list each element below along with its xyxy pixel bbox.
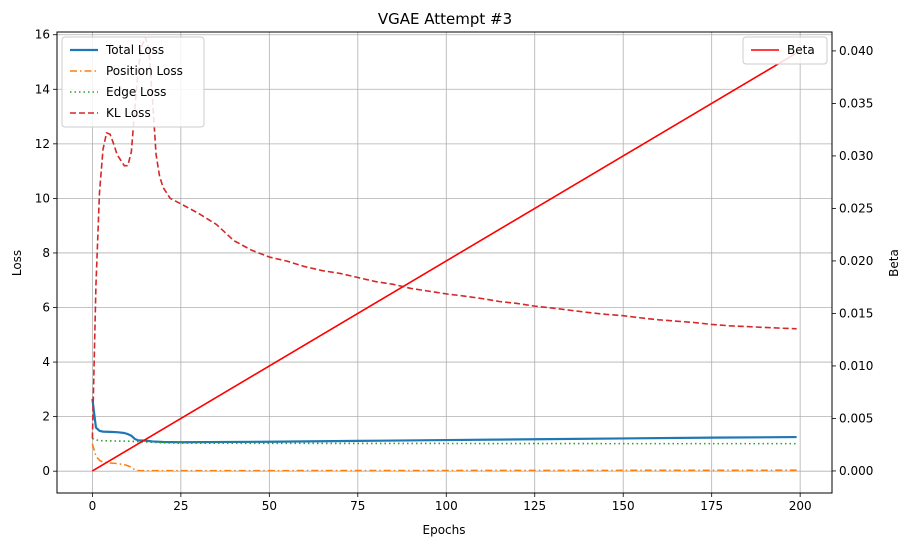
- y2-tick-label: 0.035: [839, 96, 873, 110]
- x-tick-label: 125: [523, 499, 546, 513]
- x-tick-label: 150: [612, 499, 635, 513]
- x-tick-label: 75: [350, 499, 365, 513]
- series-line-beta: [91, 52, 798, 472]
- y-axis-label: Loss: [10, 250, 24, 276]
- series-line-position-loss: [91, 443, 797, 472]
- y-tick-label: 14: [35, 82, 50, 96]
- y2-tick-label: 0.005: [839, 411, 873, 425]
- y-tick-label: 0: [42, 464, 50, 478]
- y2-axis-label: Beta: [887, 249, 901, 277]
- x-tick-label: 50: [262, 499, 277, 513]
- y-axis-left: 0 2 4 6 8 10 12 14 16: [35, 28, 57, 478]
- legend-box: [742, 36, 828, 65]
- series-layer: [91, 36, 798, 472]
- y-tick-label: 8: [42, 246, 50, 260]
- x-tick-label: 25: [173, 499, 188, 513]
- y2-tick-label: 0.030: [839, 149, 873, 163]
- series-line-edge-loss: [92, 437, 797, 445]
- x-axis-label: Epochs: [423, 523, 466, 537]
- legend-label: Position Loss: [106, 64, 183, 78]
- legend-box: [61, 36, 205, 128]
- x-tick-label: 175: [700, 499, 723, 513]
- chart-title: VGAE Attempt #3: [378, 10, 512, 28]
- y-tick-label: 16: [35, 28, 50, 42]
- y-tick-label: 12: [35, 137, 50, 151]
- x-tick-label: 0: [89, 499, 97, 513]
- y-tick-label: 6: [42, 301, 50, 315]
- plot-frame: [56, 31, 833, 494]
- legend-left: Total Loss Position Loss Edge Loss KL Loss: [61, 36, 205, 128]
- series-line-kl-loss: [91, 36, 797, 439]
- y2-tick-label: 0.025: [839, 201, 873, 215]
- legend-label: Total Loss: [105, 43, 164, 57]
- x-tick-label: 100: [435, 499, 458, 513]
- y2-tick-label: 0.010: [839, 359, 873, 373]
- y-tick-label: 2: [42, 410, 50, 424]
- y2-tick-label: 0.000: [839, 464, 873, 478]
- y-axis-right: 0.000 0.005 0.010 0.015 0.020 0.025 0.030 0.035…: [832, 44, 873, 478]
- x-axis: 0 25 50 75 100 125 150 175 200: [89, 493, 812, 513]
- legend-label: KL Loss: [106, 106, 151, 120]
- y-tick-label: 10: [35, 191, 50, 205]
- series-line-total-loss: [91, 398, 797, 444]
- x-tick-label: 200: [789, 499, 812, 513]
- legend-right: Beta: [742, 36, 828, 65]
- y2-tick-label: 0.020: [839, 254, 873, 268]
- legend-label: Beta: [787, 43, 815, 57]
- y2-tick-label: 0.015: [839, 306, 873, 320]
- y-tick-label: 4: [42, 355, 50, 369]
- legend-label: Edge Loss: [106, 85, 166, 99]
- y2-tick-label: 0.040: [839, 44, 873, 58]
